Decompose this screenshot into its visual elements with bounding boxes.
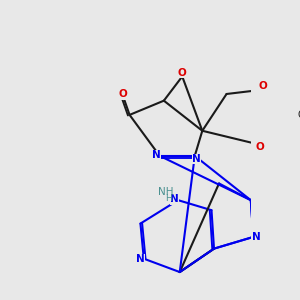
Text: O: O bbox=[178, 68, 187, 78]
Text: C: C bbox=[298, 110, 300, 120]
Text: N: N bbox=[136, 254, 144, 264]
Text: N: N bbox=[252, 232, 261, 242]
Text: N: N bbox=[152, 150, 161, 161]
Text: NH: NH bbox=[158, 187, 173, 197]
Text: N: N bbox=[170, 194, 179, 204]
Text: H: H bbox=[165, 194, 172, 203]
Text: O: O bbox=[259, 81, 267, 91]
Text: O: O bbox=[255, 142, 264, 152]
Text: N: N bbox=[192, 154, 200, 164]
Text: O: O bbox=[118, 89, 127, 99]
